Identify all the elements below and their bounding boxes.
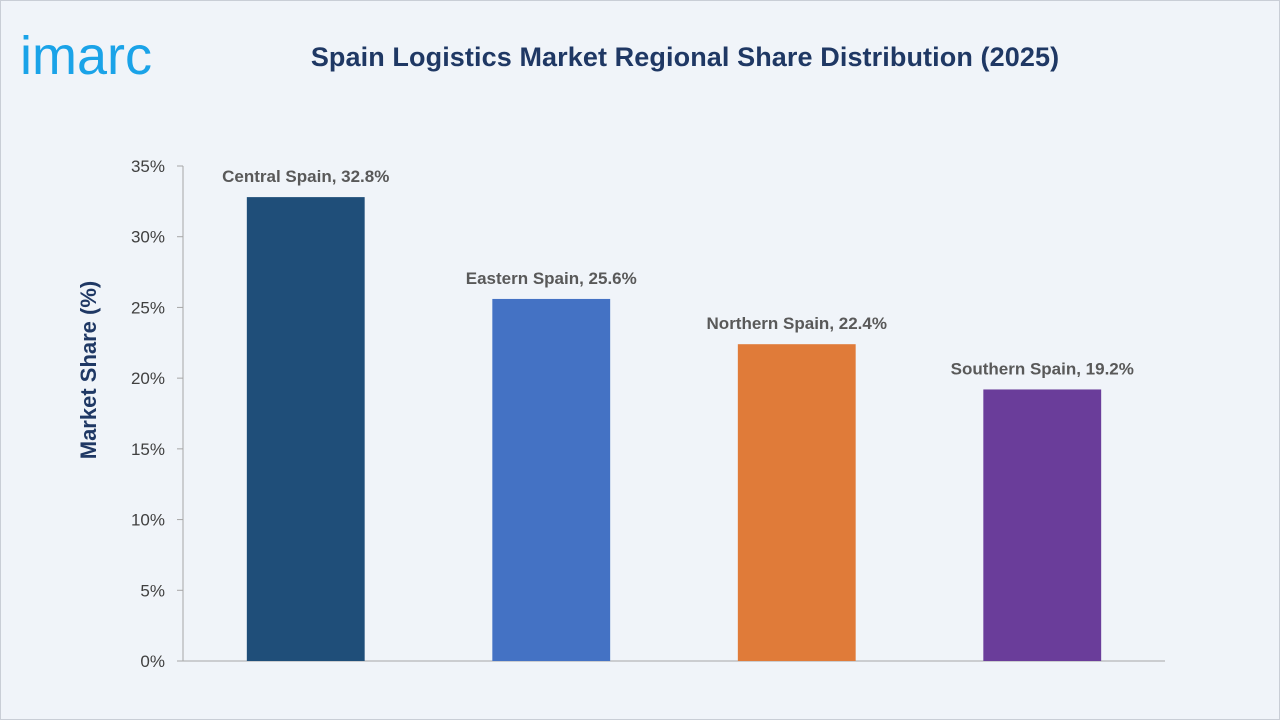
y-tick-label: 5% [140,581,165,600]
y-tick-label: 30% [131,228,165,247]
bar-data-label: Northern Spain, 22.4% [707,314,887,333]
chart-title: Spain Logistics Market Regional Share Di… [310,42,1060,72]
bar-data-label: Central Spain, 32.8% [222,167,389,186]
bars [246,197,1102,661]
y-tick-label: 15% [131,440,165,459]
bar [983,389,1102,661]
data-labels: Central Spain, 32.8% Eastern Spain, 25.6%… [222,167,1134,378]
y-tick-label: 20% [131,369,165,388]
imarc-logo: imarc [20,26,152,80]
bar [246,197,365,661]
y-tick-label: 25% [131,298,165,317]
bar [737,344,856,661]
bar-data-label: Southern Spain, 19.2% [951,359,1134,378]
bar-data-label: Eastern Spain, 25.6% [466,269,637,288]
bar [492,298,611,661]
y-axis: 0% 5% 10% 15% 20% 25% 30% 35% [131,157,184,671]
logo-text: imarc [20,26,152,80]
y-tick-label: 10% [131,511,165,530]
y-tick-label: 35% [131,157,165,176]
y-tick-label: 0% [140,652,165,671]
